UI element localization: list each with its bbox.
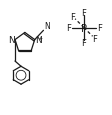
Text: P: P: [81, 23, 87, 33]
Text: F: F: [97, 24, 102, 33]
Text: N: N: [44, 22, 50, 30]
Text: F: F: [81, 38, 86, 47]
Text: F: F: [92, 35, 97, 44]
Text: F: F: [66, 24, 71, 33]
Text: N: N: [8, 36, 14, 45]
Text: N: N: [35, 36, 42, 45]
Text: F: F: [81, 9, 86, 18]
Text: F: F: [70, 12, 75, 21]
Text: +: +: [37, 36, 42, 41]
